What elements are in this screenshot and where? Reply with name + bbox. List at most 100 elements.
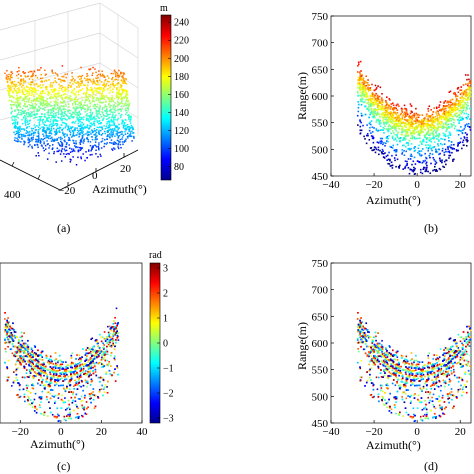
scatter-point (431, 120, 434, 122)
scatter-point (381, 113, 384, 115)
scatter-point (79, 102, 82, 105)
scatter-point (387, 128, 389, 131)
scatter-point (32, 132, 35, 134)
scatter-point (51, 70, 53, 73)
scatter-point (72, 92, 75, 94)
scatter-point (457, 86, 460, 89)
scatter-point (63, 148, 66, 150)
scatter-point (425, 168, 428, 170)
scatter-point (123, 73, 125, 76)
scatter-point (394, 123, 397, 126)
scatter-point (98, 129, 100, 132)
scatter-point (47, 108, 50, 111)
scatter-point (70, 91, 73, 94)
scatter-point (125, 82, 128, 85)
scatter-point (61, 148, 64, 150)
scatter-point (16, 88, 19, 90)
scatter-point (13, 83, 15, 86)
scatter-point (82, 118, 85, 121)
scatter-point (106, 121, 109, 123)
scatter-point (362, 83, 365, 85)
scatter-point (40, 67, 42, 69)
scatter-point (19, 113, 21, 116)
scatter-point (454, 105, 456, 108)
scatter-point (387, 125, 390, 128)
scatter-point (61, 129, 63, 131)
scatter-point (433, 117, 436, 120)
scatter-point (12, 101, 14, 103)
scatter-point (53, 94, 55, 96)
scatter-point (458, 109, 461, 112)
scatter-point (357, 86, 359, 89)
scatter-point (68, 127, 71, 130)
scatter-point (39, 118, 41, 121)
scatter-point (397, 125, 400, 128)
scatter-point (37, 138, 40, 141)
scatter-point (45, 117, 48, 120)
scatter-point (401, 152, 403, 155)
scatter-point (61, 101, 64, 104)
scatter-point (54, 95, 56, 98)
scatter-point (21, 138, 23, 140)
scatter-point (428, 140, 431, 142)
scatter-point (439, 160, 442, 163)
scatter-point (19, 80, 22, 82)
scatter-point (415, 131, 418, 134)
scatter-point (75, 416, 77, 419)
scatter-point (52, 147, 54, 149)
scatter-point (364, 105, 367, 108)
scatter-point (80, 385, 82, 388)
scatter-point (67, 152, 69, 155)
scatter-point (26, 92, 28, 95)
scatter-point (445, 163, 447, 166)
scatter-point (440, 137, 442, 140)
y-tick-label: 450 (312, 171, 329, 183)
scatter-point (63, 93, 66, 95)
scatter-point (91, 113, 93, 115)
scatter-point (463, 93, 466, 95)
scatter-point (425, 156, 427, 159)
scatter-point (19, 361, 21, 364)
scatter-point (456, 129, 458, 132)
scatter-point (102, 365, 105, 368)
scatter-point (382, 150, 384, 153)
scatter-point (112, 147, 115, 149)
scatter-point (103, 82, 105, 84)
scatter-point (97, 145, 100, 148)
scatter-point (434, 121, 436, 124)
scatter-point (116, 82, 119, 85)
scatter-point (38, 109, 40, 111)
scatter-point (385, 111, 388, 113)
scatter-point (83, 108, 86, 111)
scatter-point (121, 141, 124, 143)
scatter-point (23, 115, 26, 117)
scatter-point (115, 96, 118, 99)
scatter-point (458, 116, 461, 119)
scatter-point (42, 108, 44, 110)
scatter-point (46, 100, 48, 103)
scatter-point (80, 123, 82, 126)
scatter-point (434, 163, 437, 166)
scatter-point (369, 104, 372, 106)
scatter-point (101, 126, 103, 129)
scatter-point (359, 94, 362, 97)
scatter-point (106, 353, 109, 356)
scatter-point (405, 115, 408, 117)
scatter-point (24, 103, 26, 105)
scatter-point (428, 136, 431, 139)
scatter-point (444, 117, 447, 120)
scatter-point (423, 125, 425, 128)
scatter-point (50, 117, 53, 119)
scatter-point (32, 134, 35, 136)
scatter-point (439, 152, 441, 155)
scatter-point (26, 89, 29, 92)
scatter-point (71, 116, 73, 118)
scatter-point (31, 115, 33, 117)
scatter-point (9, 90, 12, 92)
scatter-point (116, 91, 118, 94)
scatter-point (443, 127, 445, 129)
scatter-point (385, 128, 388, 130)
scatter-point (117, 143, 119, 146)
scatter-point (370, 109, 373, 111)
scatter-point (445, 126, 447, 129)
